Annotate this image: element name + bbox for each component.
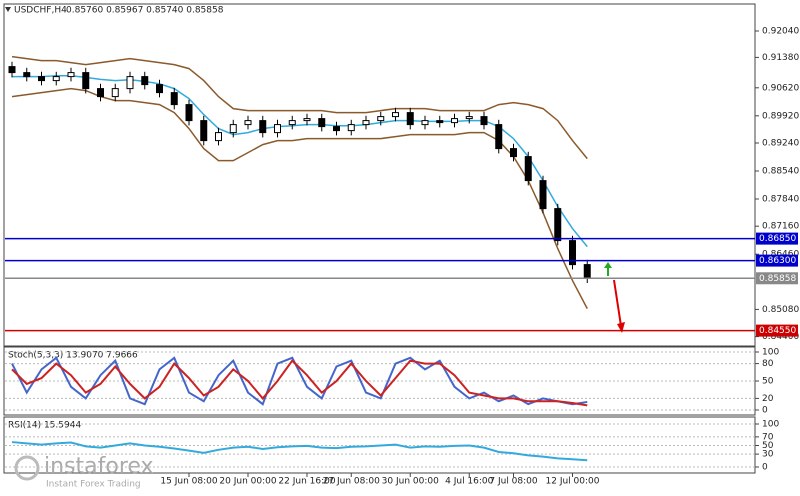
y-tick-label: 100 — [762, 420, 779, 430]
candle-body — [67, 72, 75, 78]
candle-body — [333, 126, 340, 132]
x-tick-label: 20 Jun 00:00 — [219, 477, 276, 487]
y-tick-label: 0.84400 — [762, 332, 799, 342]
logo-icon — [14, 455, 40, 481]
candle-body — [52, 76, 60, 82]
y-tick-label: 0.87160 — [762, 222, 799, 232]
candle-body — [377, 116, 385, 122]
y-tick-label: 50 — [762, 377, 774, 387]
candle-body — [23, 72, 31, 78]
main-subtitle: 0.85760 0.85967 0.85740 0.85858 — [66, 6, 224, 16]
candle-body — [554, 208, 562, 242]
candle-body — [436, 120, 444, 124]
candle-body — [406, 112, 414, 126]
overlay-line — [11, 55, 588, 160]
stoch-title: Stoch(5,3,3) 13.9070 7.9666 — [8, 351, 138, 361]
candle-body — [524, 156, 532, 182]
y-tick-label: 30 — [762, 450, 774, 460]
x-tick-label: 27 Jun 08:00 — [323, 477, 380, 487]
down-arrow-shaft — [613, 279, 622, 327]
y-tick-label: 0.89240 — [762, 139, 799, 149]
candle-body — [465, 116, 473, 120]
y-tick-label: 0.91380 — [762, 53, 799, 63]
level-label-box — [756, 232, 798, 245]
overlay-line — [11, 87, 588, 309]
x-tick-label: 12 Jul 00:00 — [546, 477, 600, 487]
level-label: 0.85858 — [759, 274, 796, 284]
y-tick-label: 100 — [762, 348, 779, 358]
candle-body — [229, 124, 237, 134]
candle-body — [82, 72, 90, 90]
y-tick-label: 50 — [762, 441, 774, 451]
candle-body — [392, 112, 399, 118]
y-tick-label: 0.87840 — [762, 195, 799, 205]
y-tick-label: 70 — [762, 432, 774, 442]
main-panel — [3, 3, 756, 347]
candle-body — [303, 118, 311, 122]
level-label: 0.84550 — [759, 326, 796, 336]
rsi-title: RSI(14) 15.5944 — [8, 421, 81, 431]
x-tick-label: 7 Jul 08:00 — [489, 477, 538, 487]
candle-body — [362, 120, 370, 126]
level-label: 0.86850 — [759, 234, 796, 244]
candle-body — [156, 84, 163, 94]
y-tick-label: 0.90620 — [762, 83, 799, 93]
level-label-box — [756, 324, 798, 337]
x-tick-label: 22 Jun 16:00 — [278, 477, 335, 487]
candle-body — [244, 120, 252, 126]
indicator-line — [11, 441, 588, 462]
candle-body — [451, 118, 458, 124]
indicator-line — [11, 359, 588, 407]
candle-body — [200, 120, 208, 142]
main-title: USDCHF,H4 — [14, 6, 67, 16]
y-tick-label: 0.88540 — [762, 167, 799, 177]
x-tick-label: 30 Jun 00:00 — [382, 477, 439, 487]
y-tick-label: 0.85080 — [762, 305, 799, 315]
candle-body — [170, 92, 178, 106]
candle-body — [215, 132, 222, 142]
candle-body — [539, 180, 547, 210]
collapse-icon — [5, 7, 11, 12]
candle-body — [274, 124, 281, 134]
candle-body — [111, 88, 119, 98]
candle-body — [510, 148, 517, 158]
candle-body — [569, 240, 576, 266]
candle-body — [8, 66, 16, 74]
candle-body — [583, 264, 591, 279]
y-tick-label: 20 — [762, 394, 774, 404]
level-label-box — [756, 272, 798, 285]
y-tick-label: 0.92040 — [762, 27, 799, 37]
candle-body — [288, 120, 296, 126]
candle-body — [97, 88, 104, 98]
candle-body — [421, 120, 429, 126]
candle-body — [141, 76, 149, 86]
y-tick-label: 0.89920 — [762, 111, 799, 121]
candle-body — [480, 116, 488, 126]
x-tick-label: 4 Jul 16:00 — [445, 477, 494, 487]
level-label-box — [756, 254, 798, 267]
x-tick-label: 15 Jun 08:00 — [160, 477, 217, 487]
candle-body — [259, 120, 267, 134]
candle-body — [38, 76, 45, 82]
overlay-line — [12, 75, 588, 248]
level-label: 0.86300 — [759, 256, 796, 266]
candle-body — [347, 124, 355, 132]
y-tick-label: 0 — [762, 406, 768, 416]
candle-body — [185, 104, 193, 122]
tagline: Instant Forex Trading — [46, 480, 141, 490]
candle-body — [495, 124, 503, 150]
candle-body — [318, 118, 326, 128]
y-tick-label: 0 — [762, 463, 768, 473]
y-tick-label: 80 — [762, 359, 774, 369]
up-arrow — [604, 262, 612, 276]
down-arrow-head — [617, 322, 625, 333]
candle-body — [126, 76, 134, 90]
